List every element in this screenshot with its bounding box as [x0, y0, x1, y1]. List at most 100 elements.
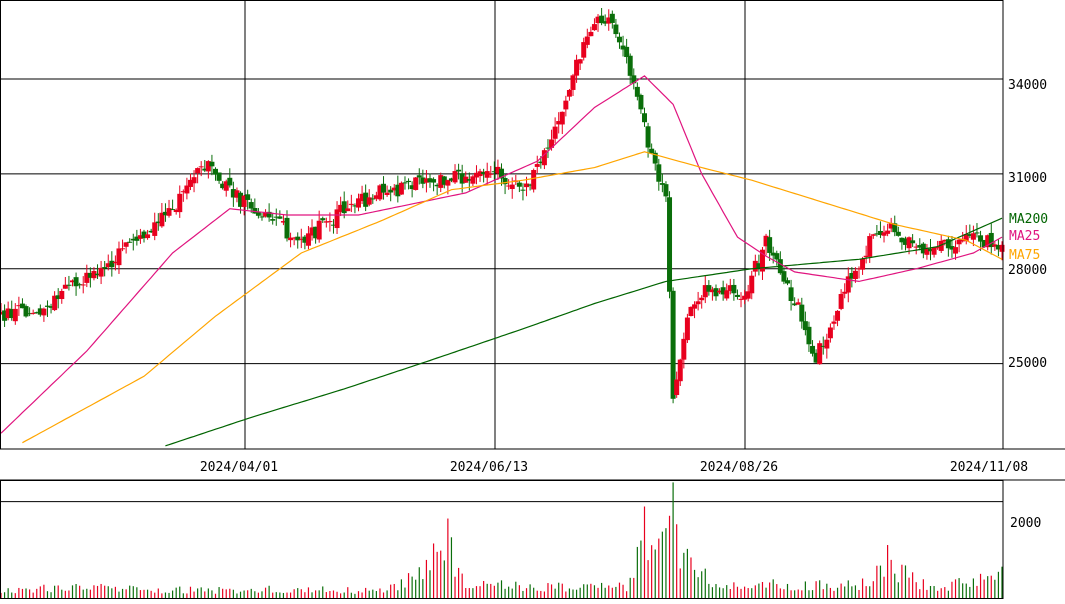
candle-body: [448, 178, 454, 181]
candle-body: [860, 258, 866, 270]
candle-body: [692, 304, 698, 309]
candle-body: [588, 31, 594, 37]
candle-body: [427, 178, 433, 183]
candle-body: [845, 276, 851, 293]
candle-body: [717, 290, 723, 293]
candle-body: [420, 177, 426, 184]
candle-body: [213, 168, 218, 175]
candle-body: [931, 247, 937, 255]
candle-body: [102, 267, 108, 269]
candle-body: [627, 55, 633, 76]
candle-body: [534, 164, 540, 167]
candle-body: [509, 184, 515, 189]
candle-body: [566, 90, 572, 97]
candle-body: [255, 212, 261, 216]
candle-body: [849, 273, 855, 279]
candle-body: [620, 45, 626, 50]
candle-body: [713, 288, 719, 297]
candle-body: [473, 172, 479, 178]
candle-body: [370, 198, 376, 200]
candle-body: [37, 308, 43, 315]
candle-body: [116, 248, 122, 266]
candle-body: [277, 216, 283, 219]
candle-body: [327, 221, 333, 223]
candle-body: [709, 289, 715, 293]
candle-body: [155, 221, 161, 224]
candle-body: [538, 161, 544, 164]
candle-body: [481, 172, 487, 175]
candle-body: [373, 195, 379, 199]
candle-body: [763, 235, 769, 247]
candle-body: [842, 291, 848, 294]
candle-body: [874, 233, 880, 235]
candle-body: [656, 164, 662, 182]
candle-body: [284, 217, 290, 239]
candle-body: [55, 295, 61, 299]
candle-body: [70, 280, 75, 283]
candle-body: [491, 171, 497, 173]
candle-body: [345, 208, 351, 212]
candle-body: [148, 230, 154, 233]
candle-body: [652, 152, 658, 164]
candle-body: [16, 305, 22, 307]
candle-body: [323, 221, 329, 223]
candle-body: [488, 173, 494, 175]
candle-body: [935, 247, 941, 249]
candle-body: [66, 284, 72, 286]
candle-body: [120, 248, 126, 250]
candle-body: [220, 183, 226, 189]
candle-body: [398, 182, 404, 195]
candle-body: [752, 260, 758, 272]
candle-body: [41, 308, 47, 316]
candle-body: [899, 237, 905, 243]
candle-body: [295, 236, 301, 241]
candle-body: [706, 285, 712, 292]
candle-body: [452, 171, 458, 183]
candle-body: [595, 16, 601, 24]
candle-body: [720, 287, 726, 295]
candle-body: [742, 295, 748, 300]
candle-body: [334, 209, 340, 229]
candle-body: [570, 75, 576, 90]
candle-body: [466, 179, 472, 181]
candle-body: [928, 248, 933, 252]
candle-body: [724, 290, 730, 299]
candle-body: [423, 178, 429, 183]
candle-body: [248, 202, 254, 209]
candle-body: [613, 24, 619, 35]
candle-body: [781, 271, 787, 282]
candle-body: [34, 312, 40, 314]
candle-body: [702, 285, 708, 298]
candle-body: [291, 237, 297, 239]
candle-body: [806, 326, 812, 345]
candle-body: [137, 235, 143, 239]
candle-body: [802, 321, 808, 331]
candle-body: [191, 177, 197, 184]
candle-body: [917, 245, 923, 248]
candle-body: [549, 139, 555, 148]
candle-body: [638, 94, 644, 110]
candle-body: [470, 176, 476, 184]
candle-body: [338, 204, 344, 212]
candle-body: [606, 17, 612, 24]
candle-body: [59, 290, 65, 300]
candle-body: [381, 183, 387, 193]
candle-body: [184, 185, 190, 194]
candle-body: [499, 168, 504, 179]
candle-body: [44, 305, 50, 307]
candle-body: [663, 184, 669, 197]
candle-body: [913, 246, 919, 248]
candle-body: [774, 253, 780, 260]
candle-body: [924, 248, 930, 255]
candle-body: [445, 180, 451, 186]
candle-body: [195, 168, 201, 174]
candle-body: [109, 260, 115, 268]
candle-body: [288, 237, 294, 241]
candle-body: [599, 15, 605, 24]
candle-body: [942, 239, 948, 242]
candle-body: [892, 223, 898, 233]
candle-body: [313, 226, 319, 239]
candle-body: [159, 212, 165, 227]
candle-body: [727, 285, 733, 292]
